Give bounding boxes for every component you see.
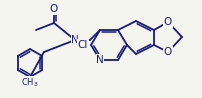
Text: CH$_3$: CH$_3$ bbox=[21, 77, 39, 89]
Text: O: O bbox=[50, 4, 58, 14]
Text: Cl: Cl bbox=[77, 40, 88, 50]
Text: O: O bbox=[163, 47, 171, 57]
Text: N: N bbox=[71, 35, 79, 45]
Text: N: N bbox=[96, 55, 103, 65]
Text: O: O bbox=[163, 17, 171, 27]
